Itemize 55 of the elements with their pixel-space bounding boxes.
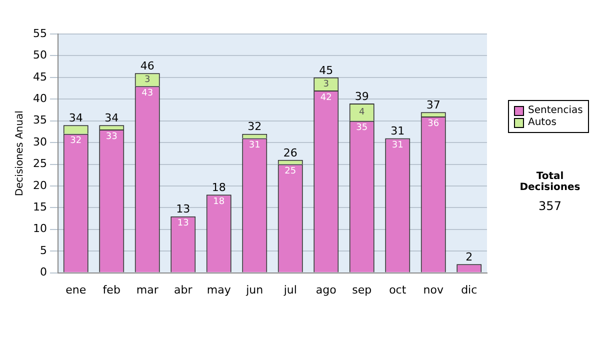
x-tick-label: nov bbox=[423, 283, 444, 296]
data-label: 3 bbox=[323, 79, 329, 90]
x-tick-label: feb bbox=[102, 283, 120, 296]
data-label: 33 bbox=[106, 132, 118, 142]
total-label: 13 bbox=[176, 202, 190, 216]
y-tick-label: 25 bbox=[32, 157, 47, 170]
total-label: 34 bbox=[68, 112, 83, 125]
y-tick-label: 0 bbox=[40, 266, 47, 279]
data-label: 36 bbox=[428, 118, 440, 129]
total-label: 34 bbox=[104, 112, 119, 125]
total-label: 45 bbox=[319, 64, 334, 77]
y-axis-title: Decisiones Anual bbox=[14, 110, 26, 196]
x-tick-label: sep bbox=[352, 283, 372, 296]
x-tick-label: jul bbox=[282, 283, 297, 296]
y-tick-label: 5 bbox=[40, 244, 47, 257]
data-label: 25 bbox=[284, 166, 296, 177]
data-label: 31 bbox=[392, 140, 404, 151]
y-tick-label: 35 bbox=[32, 114, 47, 127]
x-tick-label: ene bbox=[66, 283, 86, 296]
data-label: 31 bbox=[248, 140, 260, 151]
total-label: 37 bbox=[426, 98, 440, 112]
data-label: 42 bbox=[320, 92, 332, 103]
data-label: 32 bbox=[70, 136, 82, 146]
x-tick-label: oct bbox=[389, 283, 407, 296]
y-tick-label: 15 bbox=[32, 200, 47, 214]
data-label: 4 bbox=[359, 107, 366, 118]
y-tick-label: 45 bbox=[32, 70, 47, 84]
data-label: 43 bbox=[142, 88, 154, 98]
x-tick-label: abr bbox=[174, 283, 193, 296]
text: 357 bbox=[538, 199, 562, 213]
total-label: 46 bbox=[140, 59, 154, 72]
total-label: 31 bbox=[390, 124, 405, 138]
total-label: 26 bbox=[283, 146, 298, 160]
y-tick-label: 10 bbox=[32, 222, 47, 236]
text: Total Decisiones bbox=[518, 171, 582, 193]
legend-label: Autos bbox=[528, 117, 556, 128]
x-tick-label: dic bbox=[461, 283, 478, 296]
data-label: 18 bbox=[213, 196, 225, 207]
y-tick-label: 20 bbox=[32, 178, 47, 192]
x-tick-label: jun bbox=[245, 283, 264, 296]
legend-label: Sentencias bbox=[528, 105, 583, 116]
y-tick-label: 30 bbox=[32, 135, 47, 148]
total-label: 39 bbox=[354, 90, 369, 103]
x-tick-label: may bbox=[206, 283, 232, 296]
data-label: 13 bbox=[177, 218, 189, 229]
y-tick-label: 50 bbox=[32, 48, 47, 62]
y-tick-label: 40 bbox=[32, 92, 47, 105]
x-tick-label: ago bbox=[316, 283, 337, 296]
data-label: 3 bbox=[144, 74, 150, 85]
y-tick-label: 55 bbox=[32, 26, 47, 40]
total-label: 2 bbox=[466, 250, 473, 264]
x-tick-label: mar bbox=[136, 283, 159, 296]
total-label: 32 bbox=[248, 120, 262, 134]
total-label: 18 bbox=[212, 181, 226, 194]
data-label: 35 bbox=[356, 123, 368, 134]
